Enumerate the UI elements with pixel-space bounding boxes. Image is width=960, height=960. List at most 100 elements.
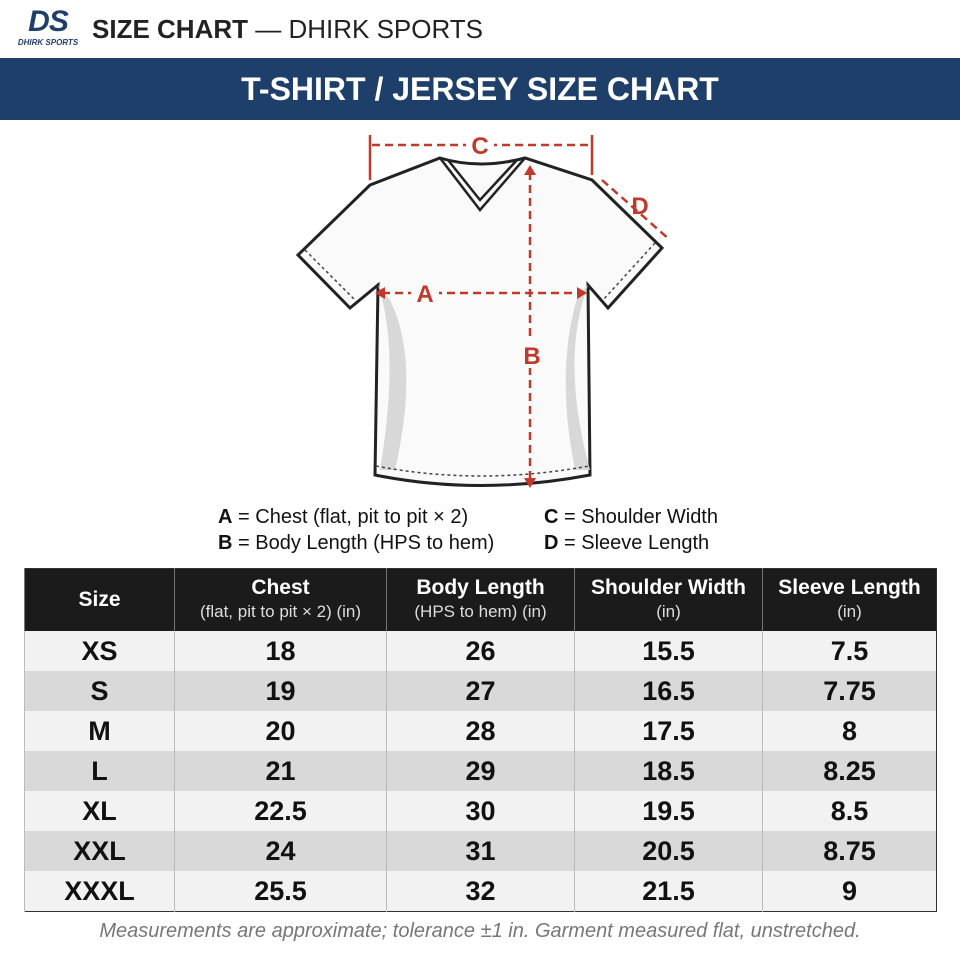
column-name: Size: [78, 588, 121, 611]
header-row: Size Chest (flat, pit to pit × 2) (in) Body…: [24, 568, 937, 631]
diagram-letter: B: [523, 343, 540, 370]
header: DS DHIRK SPORTS SIZE CHART — DHIRK SPORT…: [0, 0, 960, 58]
value-cell: 15.5: [574, 631, 763, 671]
size-cell: M: [24, 711, 175, 751]
value-cell: 24: [174, 831, 387, 871]
legend-left: A = Chest (flat, pit to pit × 2) B = Bod…: [218, 504, 494, 556]
value-cell: 28: [386, 711, 575, 751]
legend-text: = Body Length (HPS to hem): [238, 532, 495, 554]
legend-key: C: [544, 506, 559, 528]
column-name: Shoulder Width: [591, 576, 746, 599]
value-cell: 9: [762, 871, 937, 912]
legend-text: = Shoulder Width: [564, 506, 718, 528]
table-head: Size Chest (flat, pit to pit × 2) (in) Body…: [24, 568, 937, 631]
legend-text: = Chest (flat, pit to pit × 2): [238, 506, 469, 528]
label-bg: [466, 132, 494, 158]
footnote: Measurements are approximate; tolerance …: [99, 920, 861, 942]
value-cell: 31: [386, 831, 575, 871]
size-cell: XXXL: [24, 871, 175, 912]
value-cell: 16.5: [574, 671, 763, 711]
value-cell: 32: [386, 871, 575, 912]
value-cell: 21.5: [574, 871, 763, 912]
legend-item: D = Sleeve Length: [544, 530, 718, 556]
value-cell: 19: [174, 671, 387, 711]
brand: DHIRK SPORTS: [288, 14, 484, 44]
column-header: Shoulder Width (in): [574, 568, 763, 631]
table-row: XL 22.5 30 19.5 8.5: [24, 791, 937, 831]
value-cell: 25.5: [174, 871, 387, 912]
value-cell: 26: [386, 631, 575, 671]
legend-item: A = Chest (flat, pit to pit × 2): [218, 504, 494, 530]
value-cell: 8: [762, 711, 937, 751]
separator: —: [255, 14, 282, 44]
value-cell: 18.5: [574, 751, 763, 791]
column-header: Size: [24, 568, 175, 631]
measure-d: [601, 179, 671, 241]
legend-key: B: [218, 532, 233, 554]
column-name: Chest: [251, 576, 310, 599]
banner: T-SHIRT / JERSEY SIZE CHART: [0, 58, 960, 120]
legend-item: B = Body Length (HPS to hem): [218, 530, 494, 556]
value-cell: 17.5: [574, 711, 763, 751]
value-cell: 20: [174, 711, 387, 751]
size-cell: XL: [24, 791, 175, 831]
logo-mark: DS: [28, 5, 69, 38]
table-row: S 19 27 16.5 7.75: [24, 671, 937, 711]
diagram-letter: C: [471, 133, 488, 160]
diagram-letter: D: [631, 193, 648, 220]
value-cell: 18: [174, 631, 387, 671]
column-header: Chest (flat, pit to pit × 2) (in): [174, 568, 387, 631]
value-cell: 22.5: [174, 791, 387, 831]
column-header: Body Length (HPS to hem) (in): [386, 568, 575, 631]
value-cell: 30: [386, 791, 575, 831]
column-unit: (in): [656, 602, 681, 621]
value-cell: 8.25: [762, 751, 937, 791]
value-cell: 8.5: [762, 791, 937, 831]
neck-trim: [439, 157, 526, 212]
stitching: [304, 242, 656, 477]
table-row: XS 18 26 15.5 7.5: [24, 631, 937, 671]
value-cell: 27: [386, 671, 575, 711]
column-name: Sleeve Length: [778, 576, 921, 599]
size-cell: S: [24, 671, 175, 711]
shirt-shade: [565, 285, 590, 470]
label-bg: [518, 340, 546, 368]
logo: DS DHIRK SPORTS: [16, 6, 80, 48]
label-bg: [411, 281, 439, 307]
column-header: Sleeve Length (in): [762, 568, 937, 631]
shirt-outline: [295, 156, 665, 487]
measure-letters: C D A B: [411, 132, 649, 370]
shirt-diagram: C D A B: [295, 132, 671, 488]
value-cell: 29: [386, 751, 575, 791]
diagram-letter: A: [416, 281, 433, 308]
table-row: XXXL 25.5 32 21.5 9: [24, 871, 937, 912]
size-cell: L: [24, 751, 175, 791]
legend-key: D: [544, 532, 559, 554]
table-body: XS 18 26 15.5 7.5 S 19 27 16.5 7.75 M 20 28 17.5 8 L 21 2…: [24, 631, 937, 912]
value-cell: 7.5: [762, 631, 937, 671]
title: SIZE CHART: [92, 14, 248, 44]
column-name: Body Length: [416, 576, 545, 599]
table-row: M 20 28 17.5 8: [24, 711, 937, 751]
shirt-shade: [378, 285, 407, 470]
legend-right: C = Shoulder Width D = Sleeve Length: [544, 504, 718, 556]
logo-text: DHIRK SPORTS: [17, 38, 79, 47]
value-cell: 7.75: [762, 671, 937, 711]
legend-item: C = Shoulder Width: [544, 504, 718, 530]
size-cell: XS: [24, 631, 175, 671]
value-cell: 8.75: [762, 831, 937, 871]
column-unit: (HPS to hem) (in): [414, 602, 547, 621]
legend-key: A: [218, 506, 233, 528]
legend-text: = Sleeve Length: [564, 532, 710, 554]
value-cell: 20.5: [574, 831, 763, 871]
size-cell: XXL: [24, 831, 175, 871]
table-row: L 21 29 18.5 8.25: [24, 751, 937, 791]
table-row: XXL 24 31 20.5 8.75: [24, 831, 937, 871]
header-title: SIZE CHART — DHIRK SPORTS: [92, 14, 483, 45]
size-table: Size Chest (flat, pit to pit × 2) (in) Body…: [24, 568, 937, 912]
value-cell: 19.5: [574, 791, 763, 831]
column-unit: (in): [837, 602, 862, 621]
column-unit: (flat, pit to pit × 2) (in): [199, 602, 362, 621]
value-cell: 21: [174, 751, 387, 791]
